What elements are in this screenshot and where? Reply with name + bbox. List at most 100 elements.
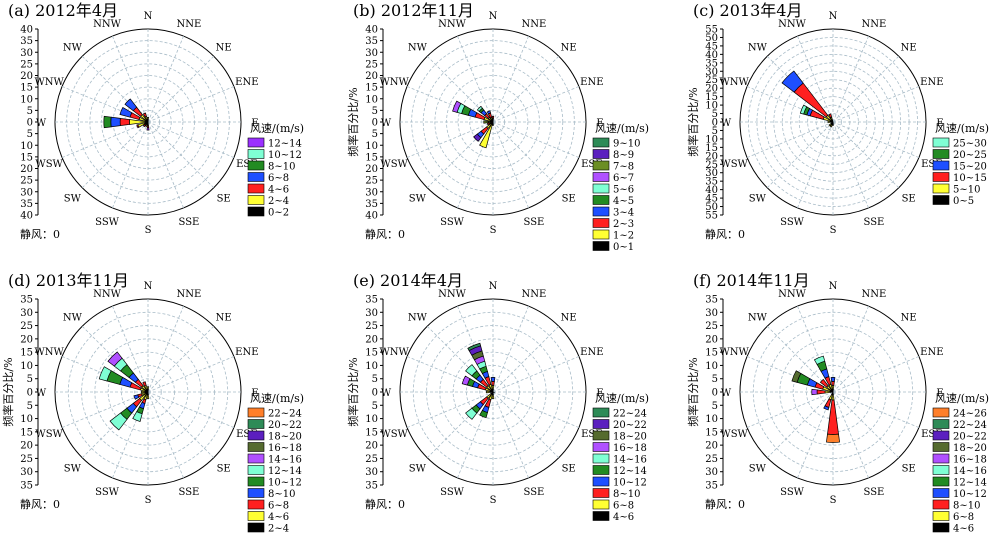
legend-swatch: [932, 149, 950, 159]
legend-swatch: [592, 488, 610, 498]
legend-swatch: [247, 206, 265, 217]
legend-label: 10~15: [953, 173, 987, 184]
legend-swatch: [247, 419, 265, 429]
wind-wedge-nw: [476, 105, 483, 112]
direction-label-sw: SW: [749, 194, 767, 205]
legend-swatch: [932, 488, 950, 498]
legend-swatch: [247, 172, 265, 182]
grid-ring: [134, 378, 162, 406]
direction-label-wnw: WNW: [379, 77, 409, 88]
frequency-tick-label: 25: [365, 176, 378, 187]
wind-rose-panel: (a) 2012年4月 N NNE NE ENE E ESE SE SSE S SSW SW WSW W W…: [8, 1, 304, 241]
wind-wedge-w: [824, 390, 831, 394]
grid-ring: [77, 51, 219, 193]
grid-ring: [824, 113, 842, 131]
frequency-tick-label: 35: [705, 177, 718, 188]
frequency-tick-label: 50: [705, 33, 718, 44]
frequency-tick-label: 25: [365, 321, 378, 332]
grid-spoke: [147, 121, 184, 209]
legend-label: 14~16: [268, 455, 302, 466]
legend-label: 8~10: [613, 489, 640, 500]
legend-label: 15~20: [953, 162, 987, 173]
frequency-tick-label: 5: [372, 374, 378, 385]
legend-title: 风速/(m/s): [595, 392, 649, 405]
frequency-tick-label: 20: [365, 441, 378, 452]
legend-label: 16~18: [268, 443, 302, 454]
grid-spoke: [832, 305, 869, 393]
legend-label: 18~20: [953, 443, 987, 454]
legend-label: 20~22: [268, 420, 302, 431]
grid-spoke: [61, 391, 149, 428]
grid-spoke: [147, 325, 215, 393]
frequency-tick-label: 10: [365, 141, 378, 152]
frequency-tick-label: 20: [20, 441, 33, 452]
frequency-tick-label: 40: [705, 50, 718, 61]
legend-label: 18~20: [268, 432, 302, 443]
legend-swatch: [592, 476, 610, 487]
frequency-tick-label: 30: [365, 187, 378, 198]
wind-wedge-ssw: [823, 405, 830, 411]
grid-spoke: [832, 356, 920, 393]
frequency-tick-label: 35: [365, 295, 378, 306]
direction-label-ne: NE: [216, 312, 232, 323]
grid-spoke: [832, 325, 900, 393]
frequency-tick-label: 35: [365, 199, 378, 210]
direction-label-sse: SSE: [179, 487, 200, 498]
direction-label-ene: ENE: [235, 347, 258, 358]
grid-spoke: [797, 121, 834, 209]
grid-ring: [452, 351, 534, 433]
frequency-tick-label: 55: [705, 25, 718, 36]
frequency-tick-label: 25: [20, 176, 33, 187]
frequency-axis-title: 频率百分比/%: [686, 357, 700, 426]
direction-label-nne: NNE: [862, 19, 887, 30]
frequency-tick-label: 10: [365, 94, 378, 105]
legend-swatch: [592, 419, 610, 429]
direction-label-e: E: [936, 118, 943, 129]
legend-label: 9~10: [613, 139, 640, 150]
grid-ring: [798, 87, 868, 157]
direction-label-nw: NW: [408, 42, 428, 53]
frequency-tick-label: 15: [20, 152, 33, 163]
wind-wedge-wsw: [136, 124, 140, 129]
wind-wedge-s: [832, 123, 834, 126]
frequency-axis-title: 频率百分比/%: [346, 87, 360, 156]
frequency-tick-label: 5: [372, 106, 378, 117]
frequency-tick-label: 0: [372, 388, 378, 399]
grid-ring: [434, 63, 552, 181]
direction-label-wsw: WSW: [720, 159, 748, 170]
legend-swatch: [932, 407, 950, 418]
legend-label: 8~10: [953, 501, 980, 512]
grid-ring: [748, 37, 918, 207]
legend-swatch: [592, 149, 610, 159]
frequency-tick-label: 25: [705, 321, 718, 332]
frequency-tick-label: 10: [20, 414, 33, 425]
direction-label-ssw: SSW: [95, 217, 120, 228]
legend-swatch: [592, 160, 610, 171]
grid-spoke: [147, 86, 235, 123]
legend-swatch: [592, 183, 610, 194]
frequency-tick-label: 20: [365, 334, 378, 345]
frequency-tick-label: 5: [27, 129, 33, 140]
direction-label-wnw: WNW: [379, 347, 409, 358]
legend-swatch: [592, 430, 610, 441]
direction-label-ese: ESE: [236, 429, 257, 440]
direction-label-w: W: [36, 118, 47, 129]
wind-wedge-nnw: [142, 112, 147, 118]
frequency-tick-label: 15: [20, 348, 33, 359]
legend-swatch: [247, 522, 265, 533]
legend-label: 12~14: [268, 466, 302, 477]
direction-label-sw: SW: [64, 194, 82, 205]
frequency-tick-label: 15: [20, 83, 33, 94]
legend-label: 10~12: [268, 478, 302, 489]
wind-wedge-w: [827, 120, 832, 124]
frequency-tick-label: 15: [365, 83, 378, 94]
grid-spoke: [112, 305, 149, 393]
legend-label: 5~6: [613, 185, 634, 196]
legend-label: 12~14: [613, 466, 647, 477]
frequency-tick-label: 0: [27, 118, 33, 129]
frequency-tick-label: 30: [365, 308, 378, 319]
frequency-tick-label: 15: [705, 427, 718, 438]
calm-note: 静风：0: [705, 497, 745, 511]
frequency-tick-label: 50: [705, 202, 718, 213]
frequency-tick-label: 0: [712, 118, 718, 129]
